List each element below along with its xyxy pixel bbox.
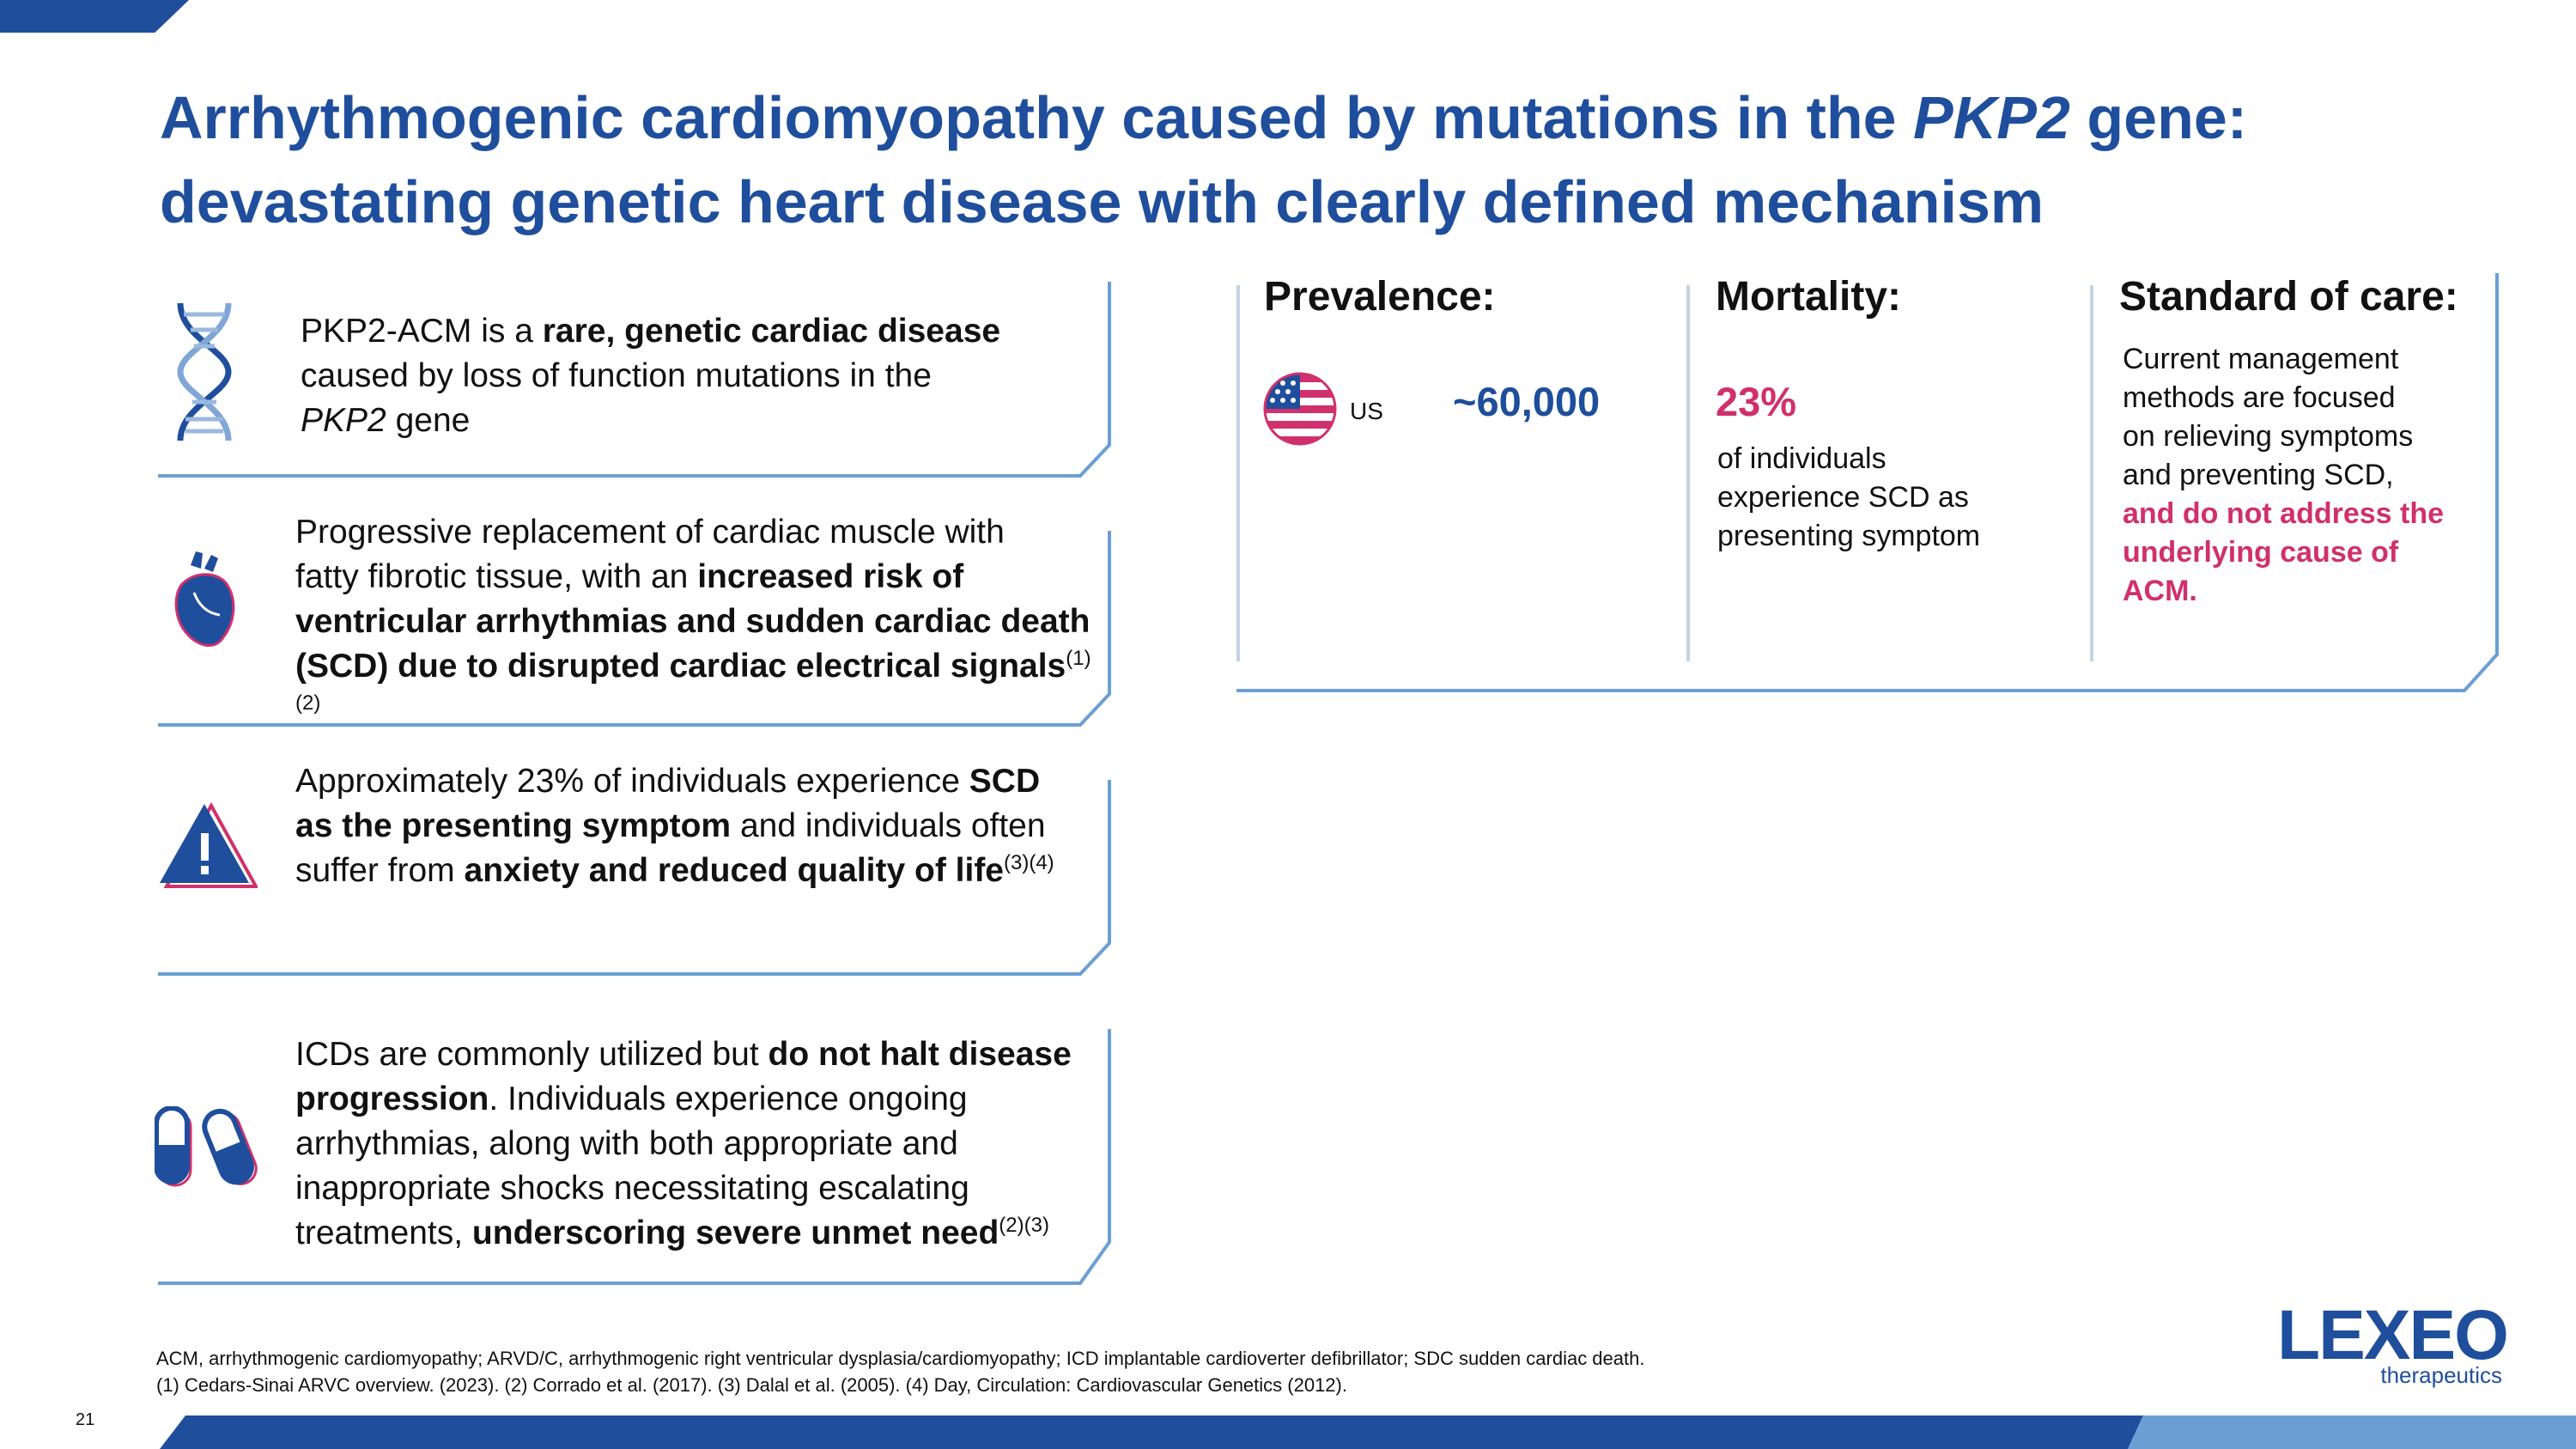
block3-text-2: and individuals often <box>739 807 1046 844</box>
page-title: Arrhythmogenic cardiomyopathy caused by … <box>160 76 2478 244</box>
block4-bold-2: progression <box>295 1081 489 1117</box>
block4-bold-1: do not halt disease <box>768 1036 1072 1073</box>
mortality-line: experience SCD as <box>1717 481 1969 514</box>
care-line: and preventing SCD, <box>2123 459 2394 491</box>
prevalence-value: ~60,000 <box>1453 379 1601 424</box>
block2-text-2: fatty fibrotic tissue, with an <box>295 558 698 595</box>
bottom-accent-bar <box>160 1416 2576 1449</box>
block-frame <box>158 1029 1111 1285</box>
footnote-references: (1) Cedars-Sinai ARVC overview. (2023). … <box>156 1374 1347 1396</box>
block-frame <box>158 780 1111 976</box>
block2-bold-3: (SCD) due to disrupted cardiac electrica… <box>295 648 1066 685</box>
block1-gene: PKP2 <box>301 402 386 439</box>
us-flag-icon <box>1262 371 1338 447</box>
title-line2-text: devastating genetic heart disease with c… <box>160 168 2044 235</box>
care-line: Current management <box>2123 343 2399 375</box>
prevalence-region: US <box>1350 398 1383 424</box>
block-frame <box>158 531 1111 727</box>
care-highlight-line: and do not address the <box>2123 497 2445 530</box>
warning-icon <box>158 801 259 890</box>
mortality-line: of individuals <box>1717 442 1886 475</box>
footnotes: ACM, arrhythmogenic cardiomyopathy; ARVD… <box>156 1345 1644 1398</box>
title-line1-text: Arrhythmogenic cardiomyopathy caused by … <box>160 84 1897 151</box>
block3-text-3: suffer from <box>295 852 465 889</box>
block4-text-1: ICDs are commonly utilized but <box>295 1036 769 1073</box>
block3-bold-2: as the presenting symptom <box>295 807 732 844</box>
block1-bold: rare, genetic cardiac disease <box>542 313 1001 350</box>
heart-icon <box>170 550 239 661</box>
mortality-value: 23% <box>1716 379 1797 424</box>
block4-text-5: treatments, <box>295 1215 472 1251</box>
logo-subtitle: therapeutics <box>2380 1362 2502 1388</box>
block2-text-1: Progressive replacement of cardiac muscl… <box>295 514 1005 551</box>
block4-bold-3: underscoring severe unmet need <box>471 1215 999 1251</box>
block4-citation: (2)(3) <box>999 1214 1049 1237</box>
pills-icon <box>154 1105 258 1192</box>
top-accent-bar <box>0 0 189 33</box>
care-heading: Standard of care: <box>2119 274 2458 320</box>
column-divider <box>2090 285 2093 661</box>
title-line1-end: gene: <box>2087 84 2248 151</box>
logo-wordmark: LEXEO <box>2277 1296 2509 1374</box>
footnote-abbreviations: ACM, arrhythmogenic cardiomyopathy; ARVD… <box>156 1348 1645 1369</box>
stats-panel: Prevalence: US ~60,000 Mortality <box>1236 273 2507 703</box>
care-line: methods are focused <box>2123 381 2396 414</box>
title-gene-name: PKP2 <box>1913 84 2070 151</box>
mortality-description: of individuals experience SCD as present… <box>1717 440 2078 556</box>
page-number: 21 <box>76 1410 95 1429</box>
care-line: on relieving symptoms <box>2123 420 2414 453</box>
care-highlight-line: ACM. <box>2123 575 2197 607</box>
column-divider <box>1686 285 1690 661</box>
block3-citation: (3)(4) <box>1004 851 1054 874</box>
block1-text: PKP2-ACM is a <box>301 313 543 350</box>
block4-text-4: inappropriate shocks necessitating escal… <box>295 1170 969 1207</box>
info-block-scd: Approximately 23% of individuals experie… <box>158 763 1111 977</box>
info-block-genetics: PKP2-ACM is a rare, genetic cardiac dise… <box>158 282 1111 479</box>
mortality-heading: Mortality: <box>1716 274 1901 320</box>
panel-frame <box>1236 273 2499 692</box>
block2-citation: (1)(2) <box>295 647 1091 715</box>
block4-text-3: arrhythmias, along with both appropriate… <box>295 1125 958 1162</box>
prevalence-heading: Prevalence: <box>1264 274 1496 320</box>
info-block-progression: Progressive replacement of cardiac muscl… <box>158 514 1111 728</box>
mortality-line: presenting symptom <box>1717 520 1981 552</box>
block3-bold-3: anxiety and reduced quality of life <box>464 852 1004 889</box>
block2-bold-2: ventricular arrhythmias and sudden cardi… <box>295 603 1091 640</box>
block3-text-1: Approximately 23% of individuals experie… <box>295 763 969 800</box>
block3-bold-1: SCD <box>969 763 1041 800</box>
care-description: Current management methods are focused o… <box>2123 340 2483 611</box>
block4-text-2: . Individuals experience ongoing <box>489 1081 968 1117</box>
block2-bold-1: increased risk of <box>697 558 964 595</box>
care-highlight-line: underlying cause of <box>2123 536 2399 569</box>
block-frame <box>158 282 1111 478</box>
company-logo: LEXEO therapeutics <box>2277 1297 2509 1389</box>
block1-text-3: gene <box>386 402 471 439</box>
block1-text-2: caused by loss of function mutations in … <box>301 357 932 394</box>
dna-icon <box>173 299 235 445</box>
info-block-icd: ICDs are commonly utilized but do not ha… <box>154 1029 1111 1287</box>
